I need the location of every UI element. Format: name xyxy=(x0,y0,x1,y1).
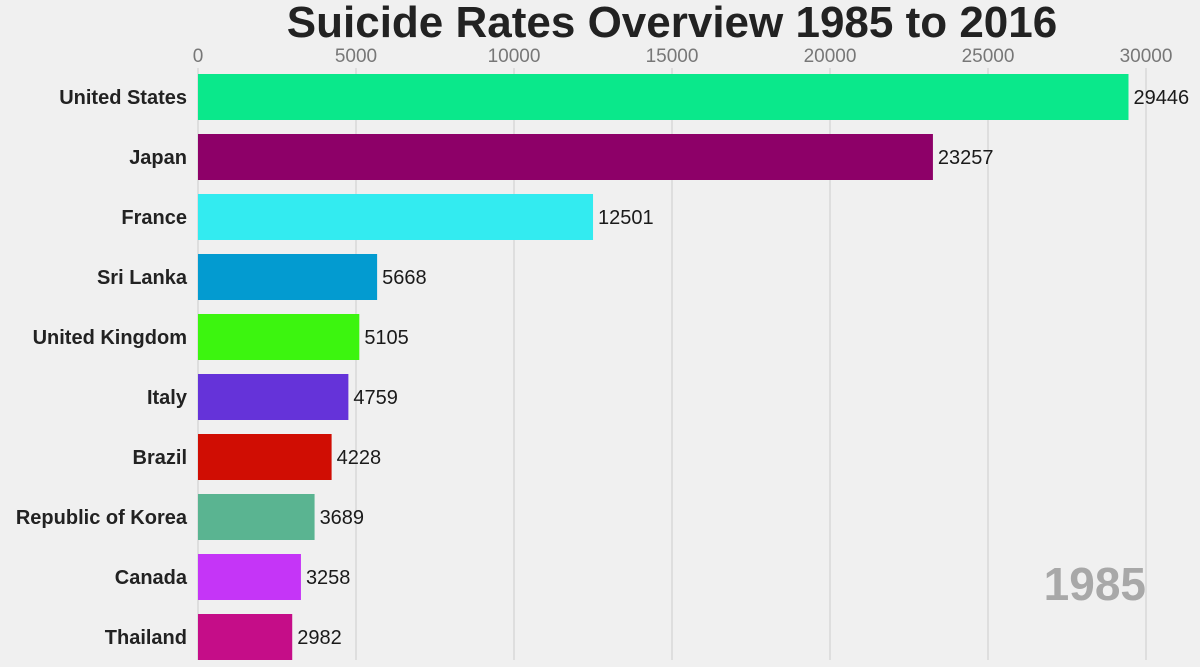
bar-thailand xyxy=(198,614,293,660)
category-label-united-states: United States xyxy=(59,87,187,109)
category-label-canada: Canada xyxy=(115,567,188,589)
x-tick-label: 20000 xyxy=(804,46,857,67)
bar-united-kingdom xyxy=(198,314,360,360)
year-annotation: 1985 xyxy=(1044,558,1146,610)
value-label-republic-of-korea: 3689 xyxy=(320,507,365,529)
x-tick-label: 10000 xyxy=(488,46,541,67)
category-label-sri-lanka: Sri Lanka xyxy=(97,267,188,289)
category-label-brazil: Brazil xyxy=(133,447,187,469)
x-tick-label: 5000 xyxy=(335,46,377,67)
bar-canada xyxy=(198,554,301,600)
bar-france xyxy=(198,194,594,240)
value-label-sri-lanka: 5668 xyxy=(382,267,427,289)
value-label-thailand: 2982 xyxy=(297,627,342,649)
bar-brazil xyxy=(198,434,332,480)
x-tick-label: 30000 xyxy=(1120,46,1173,67)
x-tick-label: 0 xyxy=(193,46,204,67)
bar-italy xyxy=(198,374,349,420)
bar-japan xyxy=(198,134,933,180)
value-label-japan: 23257 xyxy=(938,147,994,169)
value-label-france: 12501 xyxy=(598,207,654,229)
x-tick-label: 25000 xyxy=(962,46,1015,67)
bars xyxy=(198,74,1129,660)
category-label-france: France xyxy=(121,207,187,229)
x-tick-label: 15000 xyxy=(646,46,699,67)
value-label-united-states: 29446 xyxy=(1133,87,1189,109)
value-label-united-kingdom: 5105 xyxy=(364,327,409,349)
value-label-italy: 4759 xyxy=(353,387,398,409)
category-label-japan: Japan xyxy=(129,147,187,169)
x-axis-ticks: 0 5000 10000 15000 20000 25000 30000 xyxy=(193,46,1173,67)
category-label-republic-of-korea: Republic of Korea xyxy=(16,507,188,529)
value-label-canada: 3258 xyxy=(306,567,351,589)
category-label-thailand: Thailand xyxy=(105,627,187,649)
value-labels: 29446 23257 12501 5668 5105 4759 4228 3689 3258 2… xyxy=(297,87,1189,649)
category-labels: United States Japan France Sri Lanka United … xyxy=(16,87,188,649)
value-label-brazil: 4228 xyxy=(337,447,382,469)
chart-title: Suicide Rates Overview 1985 to 2016 xyxy=(287,0,1057,47)
category-label-united-kingdom: United Kingdom xyxy=(33,327,187,349)
category-label-italy: Italy xyxy=(147,387,188,409)
bar-sri-lanka xyxy=(198,254,378,300)
bar-republic-of-korea xyxy=(198,494,315,540)
bar-united-states xyxy=(198,74,1129,120)
